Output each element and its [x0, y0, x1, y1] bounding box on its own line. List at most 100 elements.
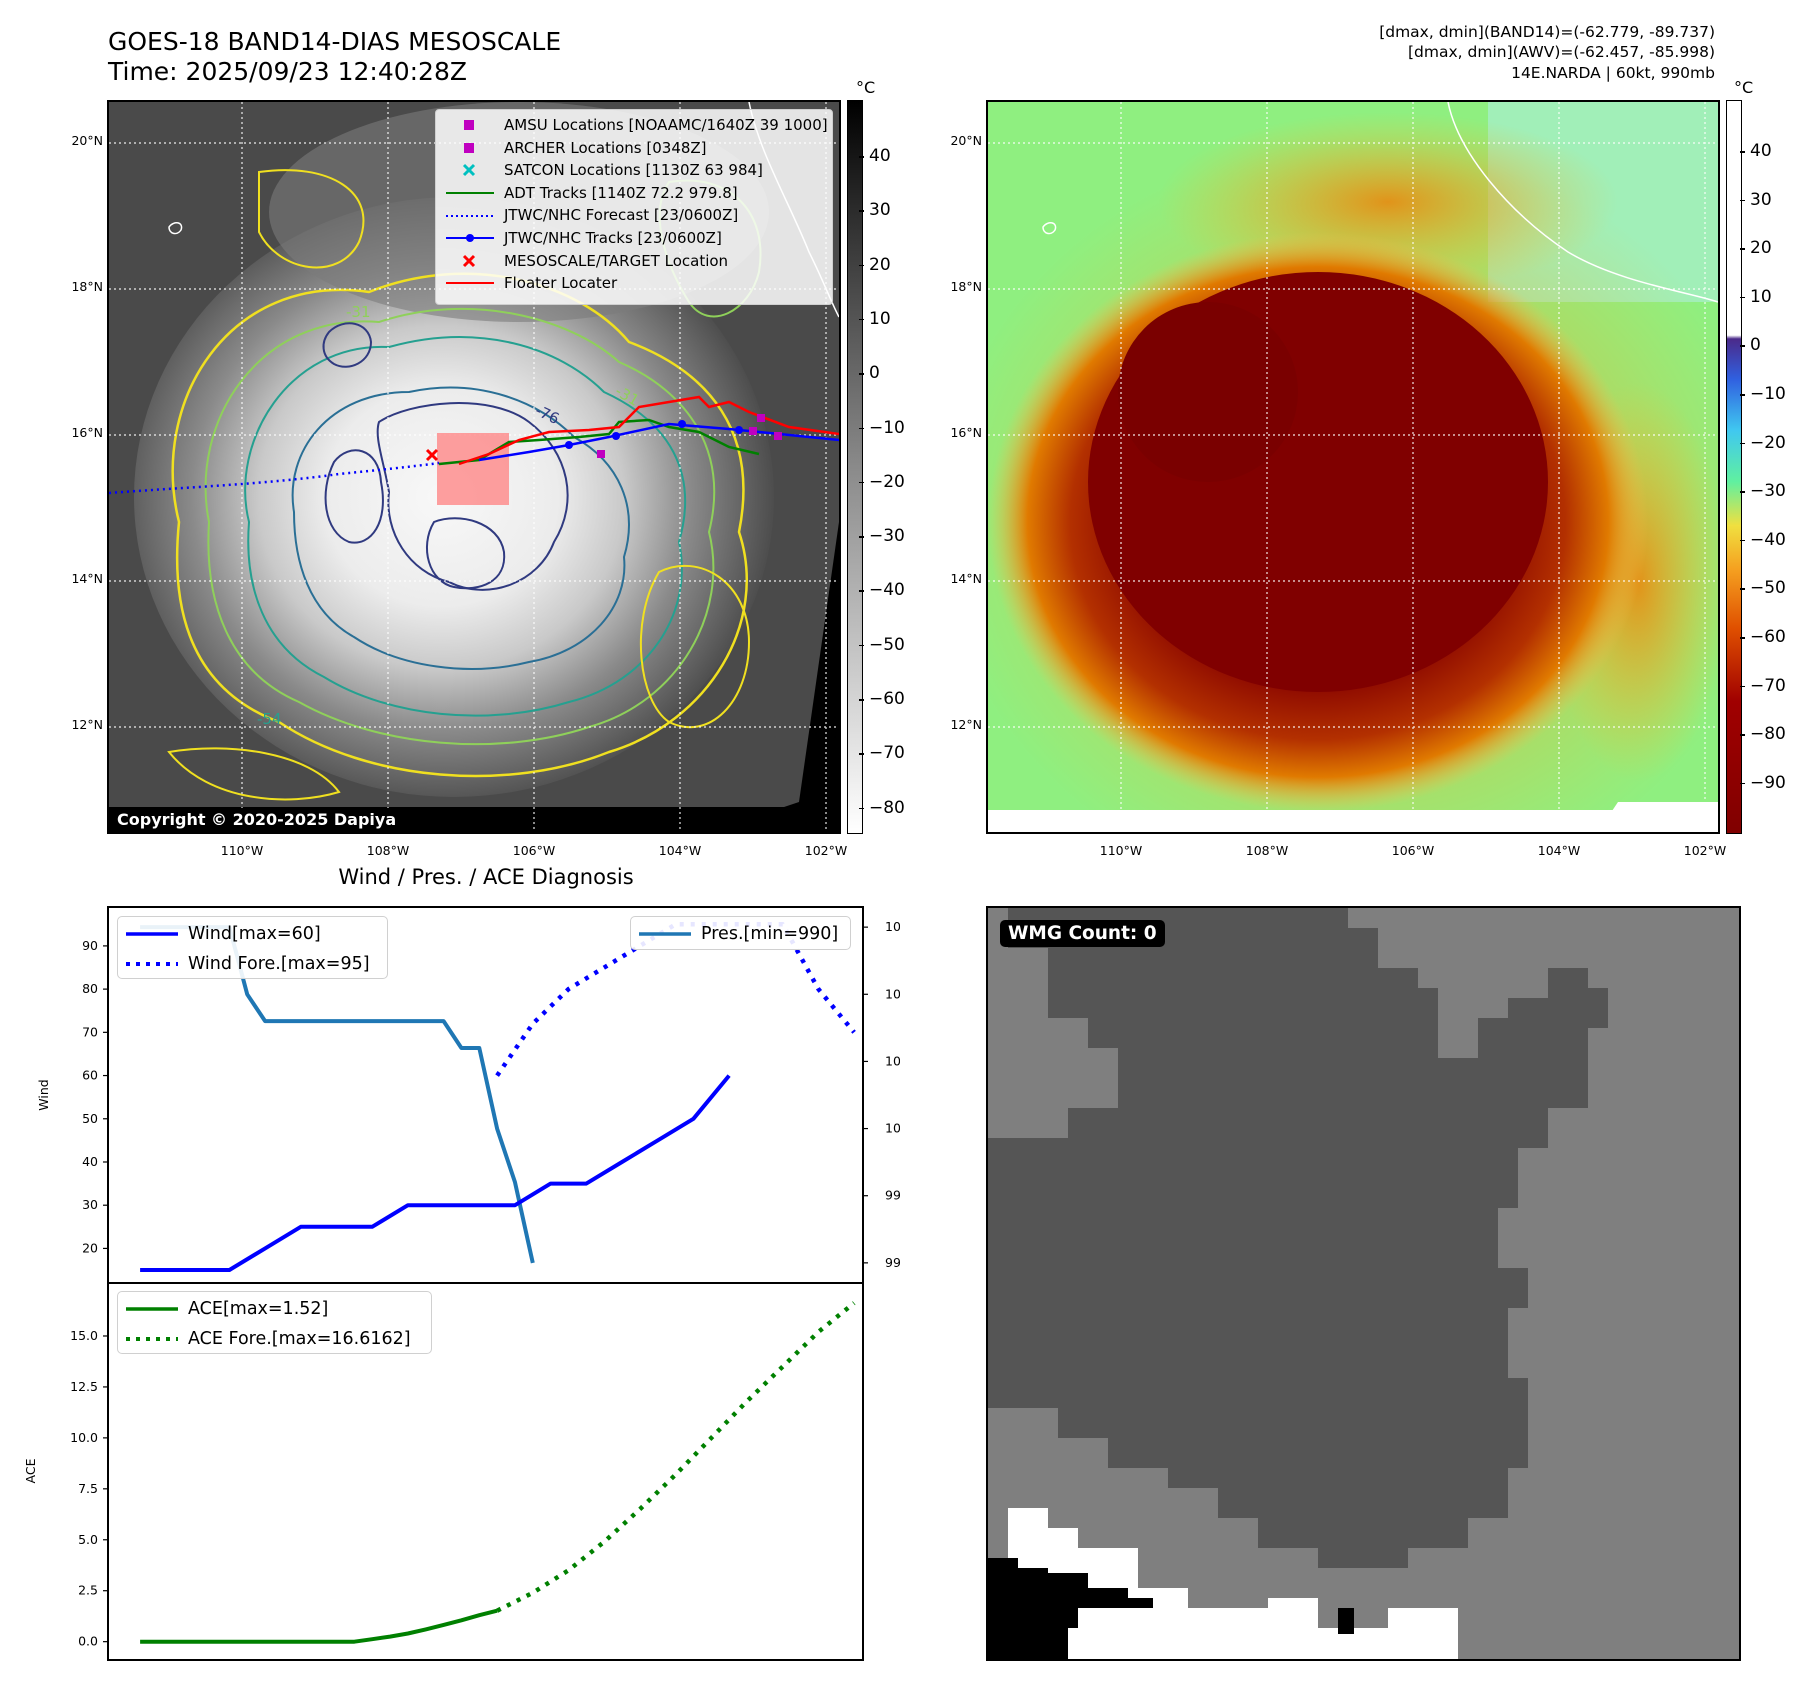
colorbar-tick-mark	[1740, 685, 1745, 688]
ace-axis-label: ACE	[23, 1458, 38, 1483]
ace-tick-label: 2.5	[78, 1583, 98, 1598]
awv-range-text: [dmax, dmin](AWV)=(-62.457, -85.998)	[1408, 43, 1715, 61]
legend-item-ace: ACE[max=1.52]	[124, 1294, 423, 1324]
colorbar-tick-mark	[859, 156, 864, 158]
colorbar-tick-label: −20	[1750, 432, 1786, 453]
colorbar-tick-mark	[859, 807, 864, 810]
colorbar-tick-mark	[859, 264, 864, 267]
colorbar-tick-label: −80	[1750, 724, 1786, 745]
colorbar-tick-mark	[859, 590, 864, 592]
colorbar-tick-label: 40	[869, 146, 891, 166]
legend-item-target: MESOSCALE/TARGET Location	[442, 250, 824, 273]
colorbar-tick-label: −30	[869, 526, 905, 547]
lat-tick-label: 20°N	[71, 133, 103, 148]
lat-tick-label: 12°N	[71, 717, 103, 732]
diagnosis-title: Wind / Pres. / ACE Diagnosis	[338, 865, 634, 889]
cyan-x-marker-icon	[442, 160, 498, 180]
wind-tick-label: 30	[82, 1197, 98, 1212]
ir-map-panel: -31 -76 -31 -54 A	[107, 100, 841, 834]
green-line-icon	[124, 1299, 180, 1319]
ace-axes-frame	[107, 1282, 864, 1661]
contour-label: -54	[257, 710, 282, 728]
ace-legend: ACE[max=1.52] ACE Fore.[max=16.6162]	[117, 1291, 432, 1354]
wind-tick-label: 20	[82, 1240, 98, 1255]
green-line-icon	[442, 183, 498, 203]
awv-colorbar	[1726, 100, 1742, 834]
wind-tick-label: 40	[82, 1154, 98, 1169]
colorbar-tick-label: 40	[1750, 141, 1772, 161]
colorbar-tick-label: 20	[1750, 238, 1772, 259]
lat-tick-label: 14°N	[71, 571, 103, 586]
colorbar-tick-mark	[859, 373, 864, 375]
colorbar-tick-mark	[859, 644, 864, 647]
pressure-tick-label: 1015	[885, 919, 900, 934]
colorbar-tick-label: −40	[869, 580, 905, 601]
colorbar-tick-label: −10	[1750, 384, 1786, 404]
colorbar-tick-label: −70	[1750, 675, 1786, 696]
red-line-icon	[442, 273, 498, 293]
colorbar-tick-label: −20	[869, 471, 905, 492]
colorbar-tick-label: −40	[1750, 529, 1786, 550]
lon-tick-label: 102°W	[1683, 843, 1727, 858]
magenta-square-marker-icon	[442, 138, 498, 158]
blue-dotted-line-icon	[124, 954, 180, 974]
wind-legend: Wind[max=60] Wind Fore.[max=95]	[117, 916, 388, 979]
lat-tick-label: 20°N	[950, 133, 982, 148]
colorbar-tick-mark	[859, 699, 864, 701]
colorbar-tick-mark	[1740, 442, 1745, 445]
ir-map-legend: AMSU Locations [NOAAMC/1640Z 39 1000] AR…	[435, 109, 833, 305]
pressure-legend: Pres.[min=990]	[630, 916, 851, 950]
green-dotted-line-icon	[124, 1329, 180, 1349]
wind-tick-label: 90	[82, 938, 98, 953]
band14-range-text: [dmax, dmin](BAND14)=(-62.779, -89.737)	[1379, 23, 1715, 41]
pressure-tick-label: 1005	[885, 1053, 900, 1068]
lat-tick-label: 18°N	[71, 279, 103, 294]
ace-forecast-line	[496, 1301, 856, 1613]
colorbar-tick-mark	[1740, 588, 1745, 590]
wind-tick-label: 80	[82, 981, 98, 996]
wind-tick-label: 50	[82, 1111, 98, 1126]
colorbar-tick-label: −50	[869, 634, 905, 655]
colorbar-tick-mark	[859, 210, 864, 212]
legend-item-adt: ADT Tracks [1140Z 72.2 979.8]	[442, 182, 824, 205]
colorbar-tick-label: −70	[869, 743, 905, 764]
steelblue-line-icon	[637, 924, 693, 944]
colorbar-tick-label: 20	[869, 254, 891, 275]
wind-tick-label: 70	[82, 1024, 98, 1039]
map-time: Time: 2025/09/23 12:40:28Z	[108, 57, 467, 86]
pressure-tick-label: 990	[885, 1255, 900, 1270]
colorbar-tick-mark	[1740, 539, 1745, 542]
colorbar-tick-mark	[1740, 248, 1745, 250]
legend-item-wind-forecast: Wind Fore.[max=95]	[124, 949, 379, 979]
pressure-tick-label: 1000	[885, 1121, 900, 1136]
colorbar-tick-label: −90	[1750, 772, 1786, 793]
colorbar-tick-mark	[1740, 199, 1745, 202]
colorbar-tick-label: 0	[869, 363, 880, 384]
ace-line	[140, 1608, 498, 1644]
map-title: GOES-18 BAND14-DIAS MESOSCALE	[108, 27, 562, 56]
colorbar-tick-label: −60	[1750, 627, 1786, 647]
colorbar-tick-label: 10	[869, 308, 891, 329]
ace-tick-label: 5.0	[78, 1532, 98, 1547]
blue-line-dot-icon	[442, 228, 498, 248]
lat-tick-label: 16°N	[950, 425, 982, 440]
colorbar-tick-mark	[1740, 782, 1745, 785]
lat-tick-label: 14°N	[950, 571, 982, 586]
colorbar-tick-mark	[859, 481, 864, 484]
colorbar-tick-mark	[1740, 491, 1745, 493]
lat-tick-label: 12°N	[950, 717, 982, 732]
copyright-label: Copyright © 2020-2025 Dapiya	[111, 808, 403, 831]
legend-item-wind: Wind[max=60]	[124, 919, 379, 949]
red-x-marker-icon	[442, 251, 498, 271]
lon-tick-label: 104°W	[658, 843, 702, 858]
legend-item-amsu: AMSU Locations [NOAAMC/1640Z 39 1000]	[442, 114, 828, 137]
lon-tick-label: 104°W	[1537, 843, 1581, 858]
legend-item-tracks: JTWC/NHC Tracks [23/0600Z]	[442, 227, 824, 250]
colorbar-tick-label: −30	[1750, 481, 1786, 502]
ace-tick-label: 0.0	[78, 1634, 98, 1649]
legend-item-ace-forecast: ACE Fore.[max=16.6162]	[124, 1324, 423, 1354]
lon-tick-label: 108°W	[366, 843, 410, 858]
colorbar-tick-mark	[1740, 734, 1745, 736]
colorbar-tick-mark	[1740, 394, 1745, 396]
legend-item-archer: ARCHER Locations [0348Z]	[442, 137, 824, 160]
